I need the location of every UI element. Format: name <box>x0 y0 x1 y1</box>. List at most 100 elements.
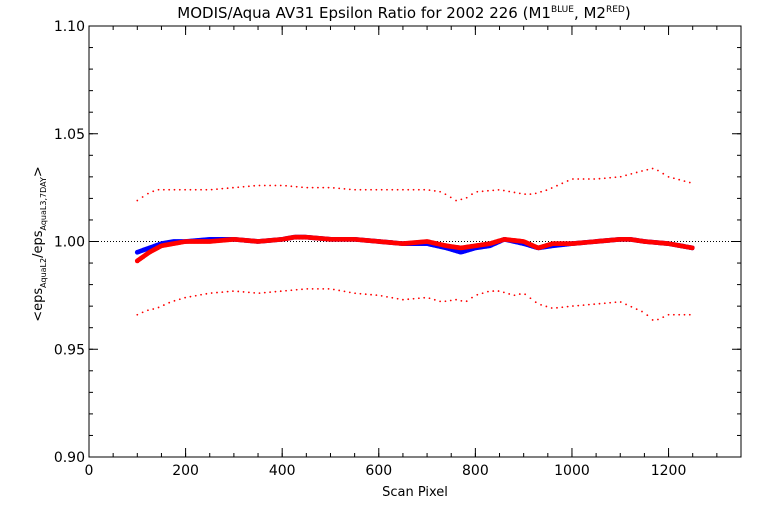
data-point <box>173 299 176 302</box>
data-point <box>210 188 213 191</box>
data-point <box>444 193 447 196</box>
data-point <box>269 184 272 187</box>
data-point <box>449 196 452 199</box>
data-point <box>226 290 229 293</box>
x-tick-label: 1200 <box>651 463 687 479</box>
data-point <box>147 192 149 195</box>
data-point <box>439 300 442 303</box>
data-point <box>317 288 319 290</box>
data-point <box>657 169 659 172</box>
data-point <box>492 189 495 192</box>
ylabel-close: > <box>31 166 46 177</box>
data-point <box>545 189 548 192</box>
data-point <box>221 187 224 190</box>
data-point <box>614 176 617 179</box>
data-point <box>689 245 695 251</box>
data-point <box>402 188 404 191</box>
data-point <box>492 290 495 292</box>
data-point <box>263 291 266 294</box>
data-point <box>471 193 473 196</box>
data-point <box>274 184 277 187</box>
data-point <box>465 196 468 199</box>
data-point <box>641 310 643 313</box>
data-point <box>364 188 367 191</box>
data-point <box>391 188 394 191</box>
data-point <box>561 182 564 185</box>
ylabel-sub1: AquaL2 <box>39 258 48 288</box>
data-point <box>497 290 500 292</box>
data-point <box>391 296 394 299</box>
data-point <box>141 196 144 198</box>
data-point <box>635 171 638 174</box>
data-point <box>332 187 335 189</box>
data-point <box>332 288 335 291</box>
data-point <box>295 288 298 291</box>
data-point <box>386 188 388 191</box>
x-tick-label: 800 <box>462 463 489 479</box>
data-point <box>593 178 596 180</box>
data-point <box>455 199 457 202</box>
data-point <box>593 303 596 306</box>
data-point <box>582 304 585 307</box>
data-point <box>417 188 420 191</box>
y-tick-label: 1.00 <box>54 235 85 251</box>
data-point <box>279 184 282 187</box>
data-point <box>619 301 622 303</box>
data-point <box>529 297 532 300</box>
data-point <box>136 313 139 316</box>
data-point <box>306 186 309 189</box>
data-point <box>518 293 521 295</box>
data-point <box>502 291 505 294</box>
data-point <box>513 294 516 297</box>
data-point <box>545 305 548 308</box>
data-point <box>306 288 309 290</box>
data-point <box>136 199 139 202</box>
data-point <box>657 318 659 321</box>
data-point <box>566 305 569 308</box>
data-point <box>476 293 479 296</box>
x-tick-label: 200 <box>172 463 199 479</box>
data-point <box>386 295 388 298</box>
data-point <box>518 192 521 195</box>
x-tick-label: 1000 <box>554 463 590 479</box>
data-point <box>678 313 681 316</box>
data-point <box>348 291 351 294</box>
data-point <box>173 188 176 191</box>
data-point <box>242 185 245 188</box>
series-2 <box>136 167 691 202</box>
data-point <box>550 307 553 309</box>
data-point <box>540 303 542 306</box>
data-point <box>210 292 213 294</box>
data-point <box>529 193 532 195</box>
data-point <box>487 290 489 293</box>
data-point <box>662 316 665 319</box>
x-axis-label: Scan Pixel <box>382 485 448 500</box>
data-point <box>301 288 303 291</box>
data-point <box>502 189 505 192</box>
x-tick-label: 600 <box>365 463 392 479</box>
data-point <box>380 188 383 191</box>
data-point <box>348 188 351 191</box>
data-point <box>662 172 665 175</box>
title-main: MODIS/Aqua AV31 Epsilon Ratio for 2002 2… <box>177 4 551 22</box>
data-point <box>598 177 601 180</box>
data-point <box>396 188 399 191</box>
data-point <box>439 190 442 193</box>
data-point <box>587 178 590 180</box>
data-point <box>487 189 489 192</box>
data-point <box>412 188 415 191</box>
ylabel-open: <eps <box>31 288 46 322</box>
data-point <box>603 177 606 180</box>
data-point <box>651 167 654 170</box>
data-point <box>370 293 372 296</box>
data-point <box>279 290 282 293</box>
data-point <box>471 296 473 299</box>
data-point <box>513 191 516 194</box>
y-tick-label: 1.05 <box>54 127 85 143</box>
data-point <box>481 190 484 193</box>
data-point <box>147 309 149 312</box>
data-point <box>247 185 250 188</box>
data-point <box>561 306 564 309</box>
data-point <box>667 313 670 316</box>
data-point <box>253 184 256 187</box>
